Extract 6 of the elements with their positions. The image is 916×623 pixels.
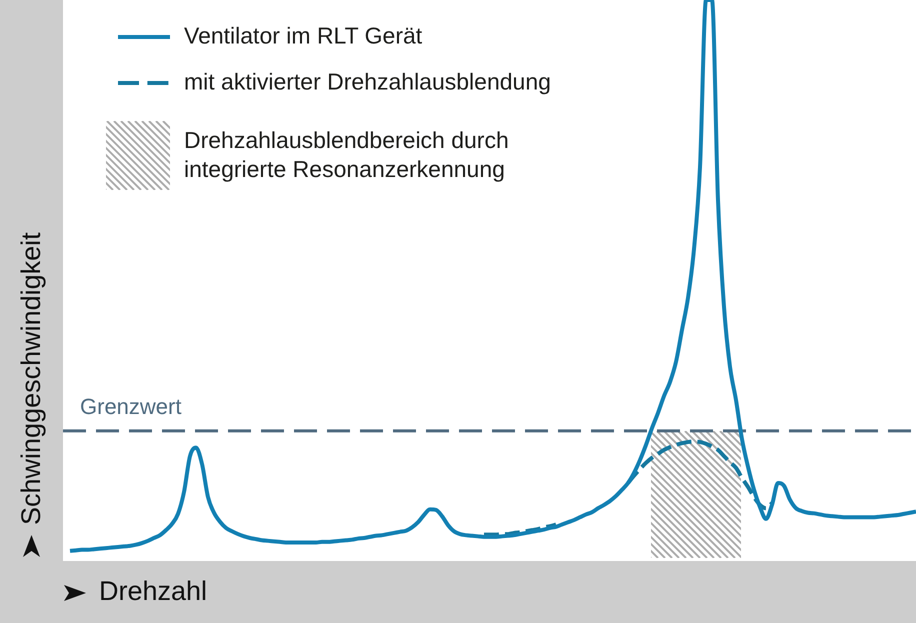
legend-label: Ventilator im RLT Gerät xyxy=(184,22,423,48)
y-axis-title: Schwinggeschwindigkeit xyxy=(16,232,47,525)
legend-label: mit aktivierter Drehzahlausblendung xyxy=(184,68,551,94)
ref-line-label: Grenzwert xyxy=(80,394,182,419)
x-axis-title: Drehzahl xyxy=(99,576,208,607)
annotation: Drehzahlausblendbereich durch integrierte Resonanzerkennung xyxy=(184,126,510,184)
